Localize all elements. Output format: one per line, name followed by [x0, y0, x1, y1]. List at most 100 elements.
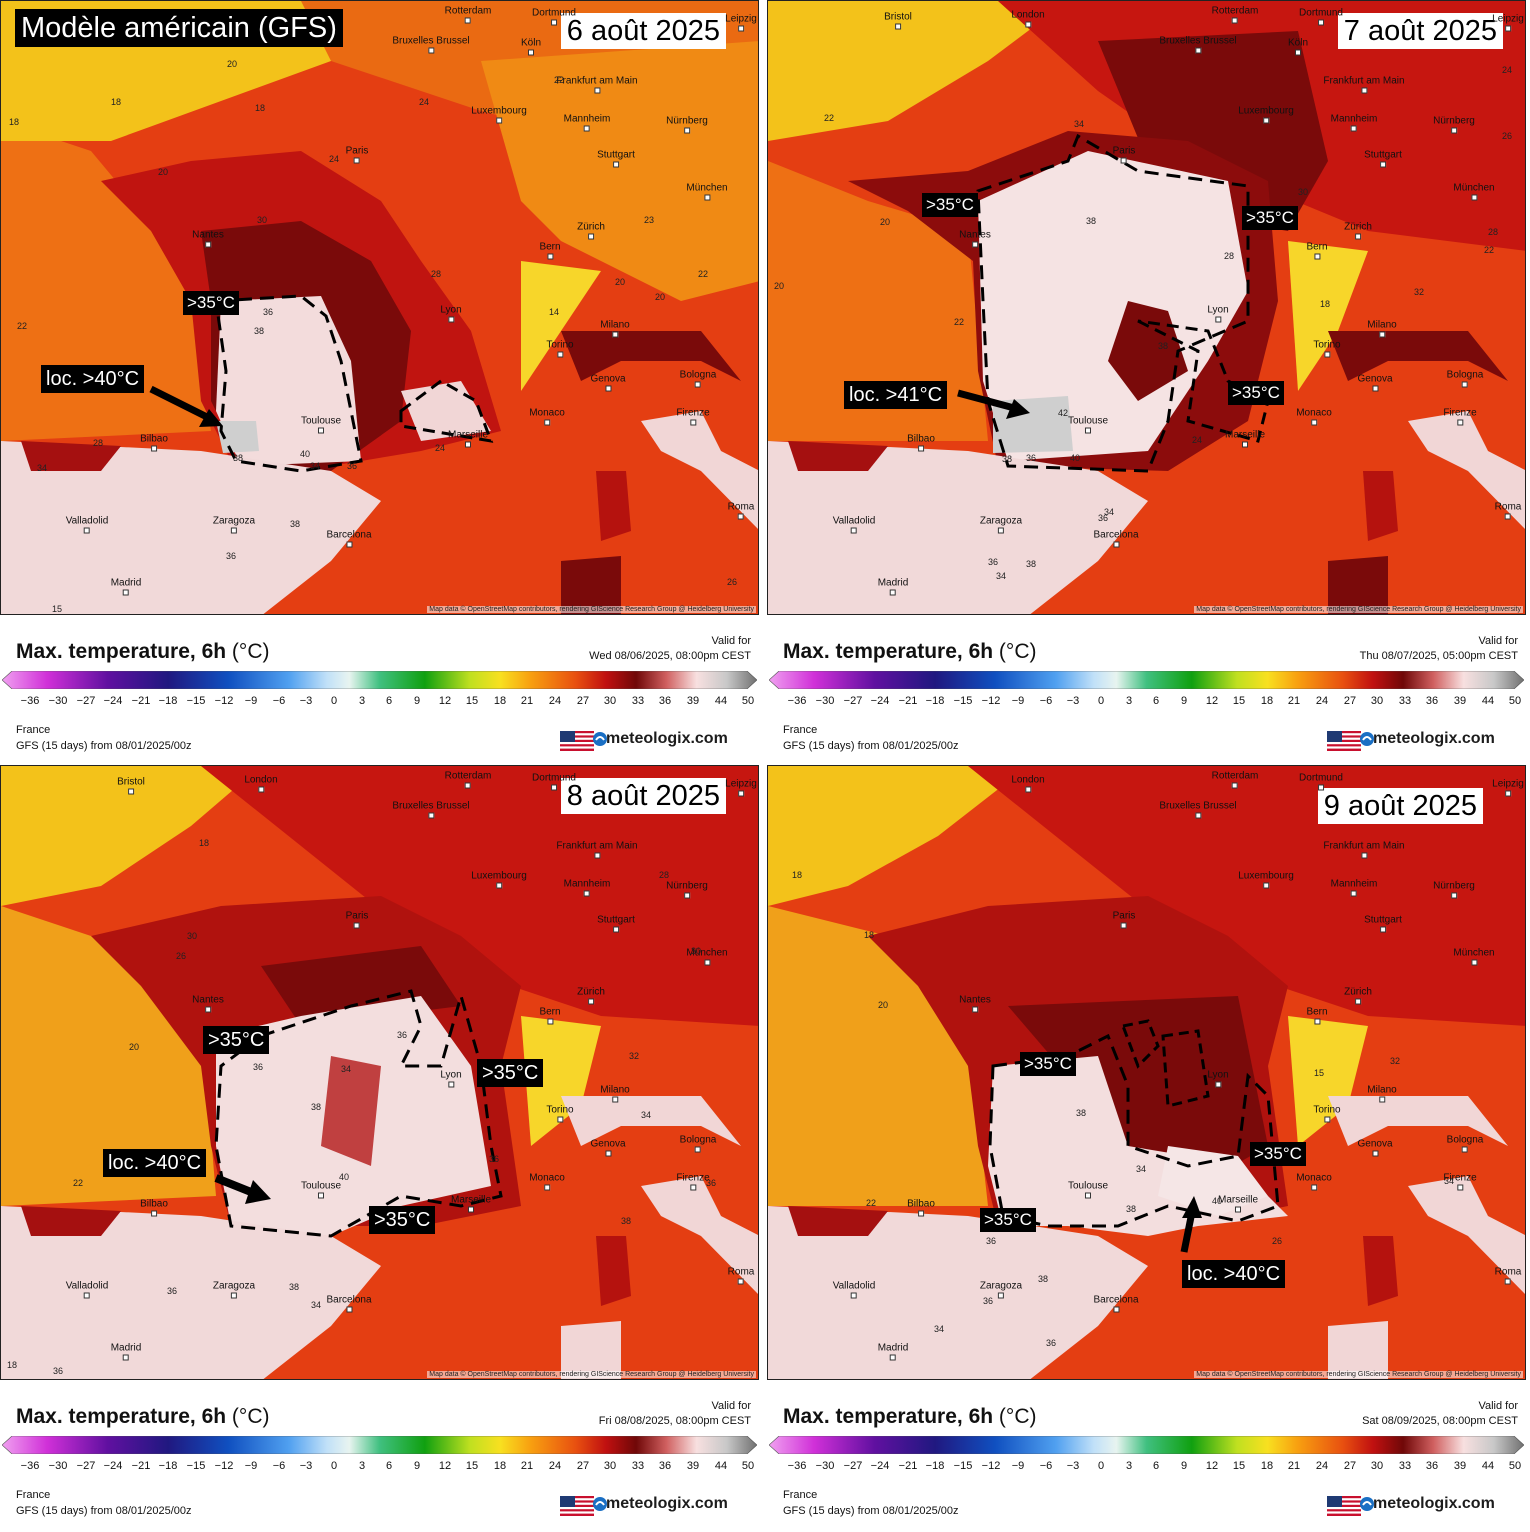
- scale-tick: −21: [131, 695, 151, 707]
- city-label: Köln: [1288, 38, 1308, 56]
- isotherm-value: 36: [397, 1030, 408, 1040]
- valid-for-label: Valid for: [711, 1400, 751, 1412]
- scale-tick: 15: [1232, 1460, 1246, 1472]
- isotherm-value: 42: [1058, 408, 1069, 418]
- legend: Max. temperature, 6h (°C) Valid for Wed …: [0, 615, 759, 760]
- region-label: France: [16, 724, 51, 736]
- scale-tick: 36: [658, 695, 672, 707]
- temperature-map[interactable]: 7 août 2025 >35°C >35°C >35°C loc. >41°C…: [767, 0, 1526, 615]
- city-label: Bilbao: [140, 434, 168, 452]
- isotherm-value: 20: [227, 59, 238, 69]
- meteologix-logo-icon: [1360, 1497, 1374, 1511]
- scale-tick: −15: [953, 1460, 973, 1472]
- brand-name[interactable]: meteologix.com: [1373, 730, 1495, 747]
- scale-tick: −9: [1011, 695, 1025, 707]
- isotherm-value: 34: [1136, 1164, 1147, 1174]
- scale-tick: −24: [103, 1460, 123, 1472]
- scale-tick: 50: [1508, 1460, 1522, 1472]
- isotherm-value: 34: [996, 571, 1007, 581]
- isotherm-value: 32: [629, 1051, 640, 1061]
- map-credit: Map data © OpenStreetMap contributors, r…: [427, 606, 756, 613]
- brand-name[interactable]: meteologix.com: [1373, 1495, 1495, 1512]
- city-label: Bologna: [1447, 1135, 1484, 1153]
- scale-tick: 33: [1398, 1460, 1412, 1472]
- city-label: Paris: [1113, 146, 1136, 164]
- isotherm-value: 22: [954, 317, 965, 327]
- scale-tick: 39: [686, 695, 700, 707]
- temperature-map[interactable]: Modèle américain (GFS) 6 août 2025 >35°C…: [0, 0, 759, 615]
- scale-tick: 21: [1287, 695, 1301, 707]
- region-label: France: [783, 1489, 818, 1501]
- city-label: München: [1453, 948, 1494, 966]
- scale-tick: −6: [272, 1460, 286, 1472]
- city-label: Toulouse: [1068, 416, 1108, 434]
- city-label: München: [1453, 183, 1494, 201]
- scale-tick: 9: [413, 695, 421, 707]
- isotherm-value: 38: [1126, 1204, 1137, 1214]
- scale-tick: 15: [465, 695, 479, 707]
- city-label: Nantes: [959, 230, 991, 248]
- scale-tick: −30: [815, 1460, 835, 1472]
- city-label: Bilbao: [140, 1199, 168, 1217]
- city-label: Marseille: [448, 430, 488, 448]
- city-label: Stuttgart: [597, 150, 635, 168]
- date-label: 7 août 2025: [1337, 13, 1503, 49]
- scale-tick: 44: [1481, 1460, 1495, 1472]
- isotherm-value: 38: [1026, 559, 1037, 569]
- scale-tick: −9: [244, 695, 258, 707]
- brand-name[interactable]: meteologix.com: [606, 1495, 728, 1512]
- isotherm-value: 24: [1192, 435, 1203, 445]
- isotherm-value: 38: [233, 453, 244, 463]
- isotherm-value: 36: [167, 1286, 178, 1296]
- isotherm-value: 24: [419, 97, 430, 107]
- scale-tick: 44: [1481, 695, 1495, 707]
- city-label: Paris: [1113, 911, 1136, 929]
- city-label: Valladolid: [833, 516, 876, 534]
- city-label: Rotterdam: [1212, 771, 1259, 789]
- scale-tick: 21: [1287, 1460, 1301, 1472]
- isotherm-value: 34: [310, 461, 321, 471]
- scale-tick: 44: [714, 1460, 728, 1472]
- scale-ticks: −36 −30 −27 −24 −21 −18 −15 −12 −9 −6 −3…: [0, 1460, 759, 1474]
- model-title: Modèle américain (GFS): [15, 9, 343, 47]
- city-label: Zürich: [577, 987, 605, 1005]
- isotherm-value: 34: [341, 1064, 352, 1074]
- isotherm-value: 26: [176, 951, 187, 961]
- isotherm-value: 38: [621, 1216, 632, 1226]
- map-canvas: [768, 1, 1525, 614]
- city-label: Leipzig: [725, 14, 757, 32]
- isotherm-value: 38: [289, 1282, 300, 1292]
- scale-tick: 15: [1232, 695, 1246, 707]
- isotherm-value: 38: [1076, 1108, 1087, 1118]
- scale-tick: −12: [981, 695, 1001, 707]
- city-label: Bologna: [680, 1135, 717, 1153]
- city-label: Torino: [1313, 340, 1340, 358]
- isotherm-value: 36: [986, 1236, 997, 1246]
- brand-name[interactable]: meteologix.com: [606, 730, 728, 747]
- scale-tick: −30: [48, 695, 68, 707]
- city-label: Milano: [1367, 320, 1396, 338]
- city-label: Roma: [728, 502, 755, 520]
- panel-aug-8: 8 août 2025 >35°C >35°C >35°C loc. >40°C…: [0, 765, 759, 1525]
- scale-tick: 24: [1315, 1460, 1329, 1472]
- city-label: Madrid: [111, 1343, 142, 1361]
- city-label: Marseille: [451, 1195, 491, 1213]
- model-run: GFS (15 days) from 08/01/2025/00z: [16, 1505, 192, 1517]
- scale-tick: −27: [843, 695, 863, 707]
- scale-tick: 44: [714, 695, 728, 707]
- zone-label-35c-north: >35°C: [203, 1026, 270, 1054]
- city-label: Genova: [590, 1139, 625, 1157]
- meteologix-logo-icon: [593, 1497, 607, 1511]
- isotherm-value: 30: [187, 931, 198, 941]
- scale-tick: 3: [1125, 1460, 1133, 1472]
- isotherm-value: 18: [9, 117, 20, 127]
- scale-tick: 24: [548, 695, 562, 707]
- temperature-map[interactable]: 8 août 2025 >35°C >35°C >35°C loc. >40°C…: [0, 765, 759, 1380]
- city-label: Stuttgart: [1364, 915, 1402, 933]
- isotherm-value: 22: [866, 1198, 877, 1208]
- scale-tick: 24: [548, 1460, 562, 1472]
- city-label: Valladolid: [66, 516, 109, 534]
- scale-tick: −18: [158, 1460, 178, 1472]
- city-label: Lyon: [1207, 1070, 1228, 1088]
- temperature-map[interactable]: 9 août 2025 >35°C >35°C >35°C loc. >40°C…: [767, 765, 1526, 1380]
